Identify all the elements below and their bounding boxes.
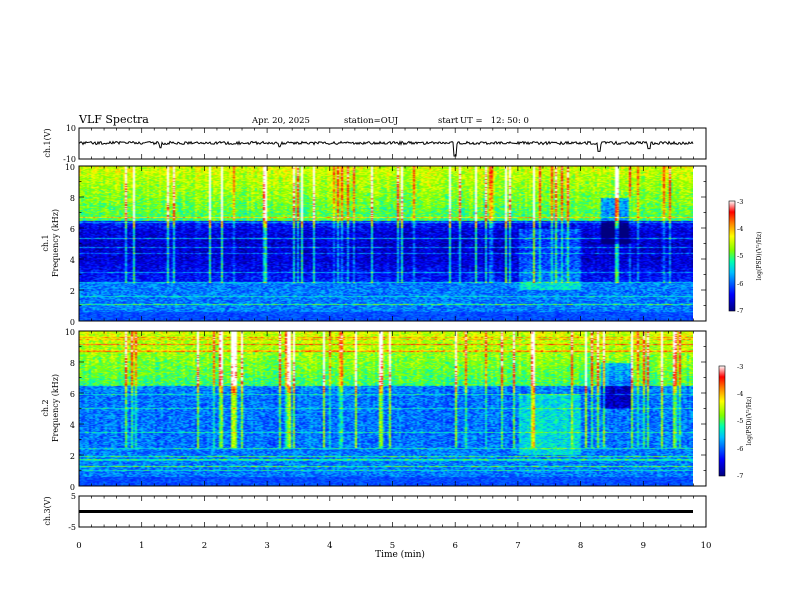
ch3-waveform-ylabel: ch.3(V) [43, 496, 52, 525]
tick-marks [78, 128, 707, 527]
cb1-tick--3: -3 [737, 198, 743, 206]
cb2-tick--4: -4 [737, 390, 743, 398]
ch3-tick-bottom: -5 [68, 523, 76, 532]
cb1-tick--5: -5 [737, 252, 743, 260]
ch1-ytick-8: 8 [70, 194, 75, 203]
ch2-ytick-4: 4 [70, 421, 75, 430]
ch2-spectrogram-image [79, 331, 693, 486]
cb1-label: log(PSD)(V²/Hz) [756, 232, 763, 281]
x-tick-label: 2 [202, 541, 207, 551]
ch1-waveform-panel: 10 -10 ch.1(V) [43, 124, 707, 164]
cb2-tick--3: -3 [737, 363, 743, 371]
x-tick-label: 10 [701, 541, 712, 551]
ch2-colorbar: -3 -4 -5 -6 -7 log(PSD)(V²/Hz) [718, 363, 753, 480]
cb1-tick--7: -7 [737, 307, 743, 315]
ch1-ytick-4: 4 [70, 256, 75, 265]
ch2-ytick-0: 0 [70, 483, 75, 492]
ch2-frequency-label: Frequency (kHz) [51, 374, 60, 442]
date-label: Apr. 20, 2025 [251, 116, 310, 126]
ch1-ytick-2: 2 [70, 287, 75, 296]
figure-title: VLF Spectra [78, 113, 149, 126]
ch1-spectrogram-panel: 10 8 6 4 2 0 ch.1 Frequency (kHz) [41, 163, 707, 327]
ch1-tick-bottom: -10 [63, 155, 76, 164]
cb1-tick--4: -4 [737, 225, 743, 233]
ch1-ytick-10: 10 [65, 163, 75, 172]
ch1-waveform-trace [78, 140, 694, 157]
x-tick-label: 4 [327, 541, 332, 551]
ch2-ytick-8: 8 [70, 359, 75, 368]
ch2-colorbar-gradient [718, 365, 726, 477]
ch1-colorbar: -3 -4 -5 -6 -7 log(PSD)(V²/Hz) [728, 198, 763, 315]
x-tick-label: 3 [264, 541, 269, 551]
ch1-channel-label: ch.1 [41, 234, 50, 251]
cb2-tick--6: -6 [737, 445, 743, 453]
start-ut-label: UT = 12: 50: 0 [460, 116, 529, 126]
x-axis-label: Time (min) [375, 549, 425, 560]
ch2-ytick-6: 6 [70, 390, 75, 399]
x-tick-label: 8 [578, 541, 583, 551]
cb2-label: log(PSD)(V²/Hz) [746, 397, 753, 446]
ch2-ytick-2: 2 [70, 452, 75, 461]
ch3-waveform-panel: 5 -5 ch.3(V) [43, 492, 707, 532]
x-tick-label: 7 [515, 541, 520, 551]
cb1-tick--6: -6 [737, 280, 743, 288]
station-label: station=OUJ [344, 116, 399, 126]
x-tick-label: 6 [452, 541, 457, 551]
ch3-waveform-trace [79, 510, 693, 513]
ch1-colorbar-gradient [728, 200, 736, 312]
ch1-waveform-ylabel: ch.1(V) [43, 128, 52, 157]
cb2-tick--7: -7 [737, 472, 743, 480]
ch2-ytick-10: 10 [65, 328, 75, 337]
ch1-ytick-6: 6 [70, 225, 75, 234]
ch3-tick-top: 5 [71, 492, 76, 501]
start-label: start [438, 116, 459, 126]
x-tick-label: 5 [390, 541, 395, 551]
ch1-frequency-label: Frequency (kHz) [51, 209, 60, 277]
x-tick-label: 9 [641, 541, 646, 551]
x-axis-tick-labels: 0 1 2 3 4 5 6 7 8 9 10 [76, 541, 711, 551]
x-tick-label: 0 [76, 541, 81, 551]
x-tick-label: 1 [139, 541, 144, 551]
ch2-spectrogram-panel: 10 8 6 4 2 0 ch.2 Frequency (kHz) [41, 328, 707, 492]
ch2-channel-label: ch.2 [41, 399, 50, 416]
cb2-tick--5: -5 [737, 417, 743, 425]
ch1-tick-top: 10 [66, 124, 76, 133]
ch1-ytick-0: 0 [70, 318, 75, 327]
ch1-spectrogram-image [79, 166, 693, 321]
